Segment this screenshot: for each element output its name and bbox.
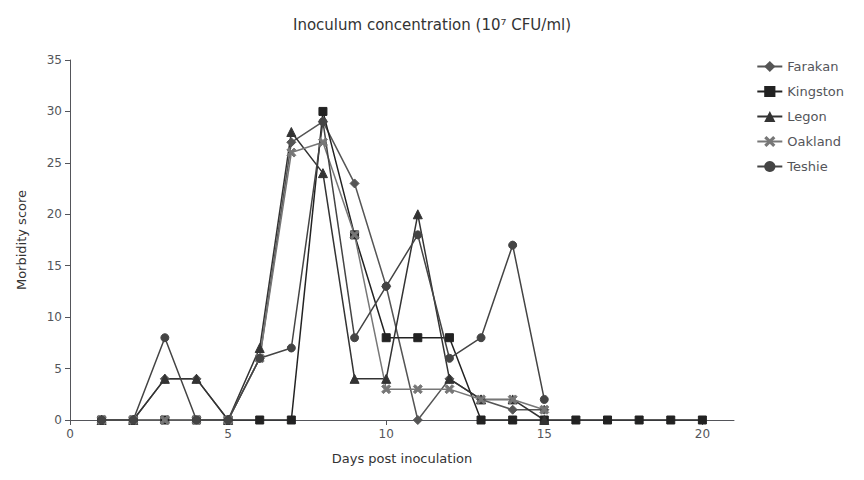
svg-text:20: 20 — [695, 427, 710, 441]
svg-text:5: 5 — [54, 362, 62, 376]
svg-text:15: 15 — [537, 427, 552, 441]
svg-text:10: 10 — [379, 427, 394, 441]
svg-text:25: 25 — [47, 156, 62, 170]
svg-text:30: 30 — [47, 104, 62, 118]
svg-text:Teshie: Teshie — [786, 159, 827, 174]
svg-text:Inoculum concentration (10⁷ CF: Inoculum concentration (10⁷ CFU/ml) — [293, 16, 571, 34]
svg-text:20: 20 — [47, 207, 62, 221]
svg-text:0: 0 — [66, 427, 74, 441]
svg-text:Legon: Legon — [787, 109, 826, 124]
svg-text:5: 5 — [224, 427, 232, 441]
svg-text:15: 15 — [47, 259, 62, 273]
svg-text:Oakland: Oakland — [787, 134, 841, 149]
svg-text:35: 35 — [47, 53, 62, 67]
svg-text:0: 0 — [54, 413, 62, 427]
svg-text:Farakan: Farakan — [787, 59, 838, 74]
svg-text:Kingston: Kingston — [787, 84, 844, 99]
svg-text:10: 10 — [47, 310, 62, 324]
svg-text:Days post inoculation: Days post inoculation — [332, 451, 472, 466]
svg-text:Morbidity score: Morbidity score — [14, 190, 29, 290]
